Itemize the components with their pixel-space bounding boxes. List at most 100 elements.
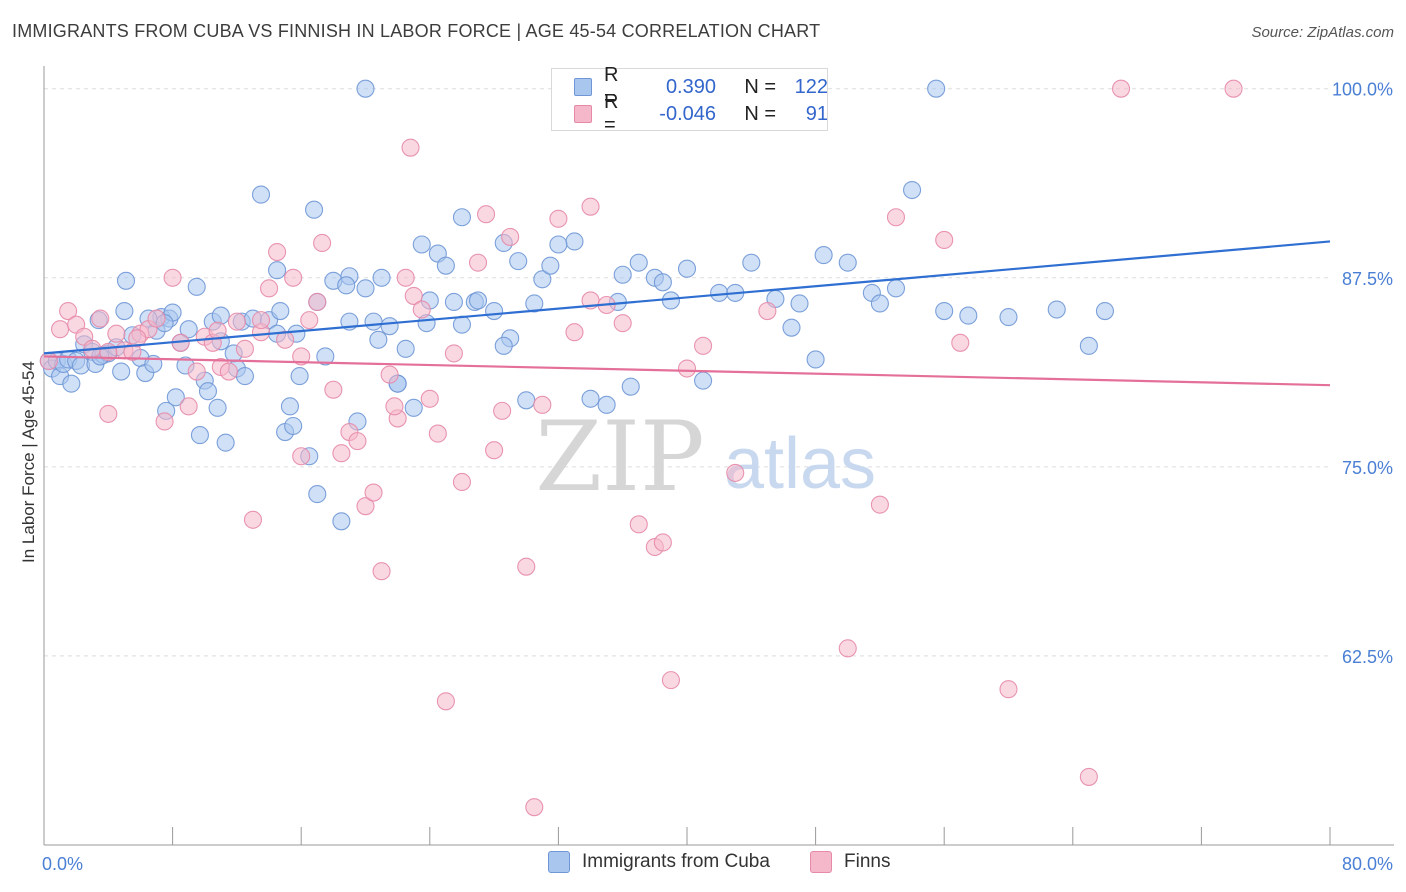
data-point-finns bbox=[613, 314, 632, 333]
legend-n-label: N = bbox=[744, 102, 776, 125]
data-point-finns bbox=[147, 309, 166, 328]
data-point-finns bbox=[380, 365, 399, 384]
data-point-finns bbox=[468, 253, 488, 272]
data-point-cuba bbox=[280, 397, 299, 416]
data-point-cuba bbox=[597, 395, 616, 414]
data-point-finns bbox=[187, 362, 206, 381]
data-point-finns bbox=[372, 562, 391, 581]
data-point-finns bbox=[251, 311, 271, 330]
data-point-finns bbox=[268, 243, 287, 262]
data-point-cuba bbox=[316, 347, 335, 366]
data-point-finns bbox=[694, 336, 713, 355]
bottom-legend-swatch-finns bbox=[810, 851, 832, 873]
watermark-atlas: atlas bbox=[724, 424, 876, 504]
data-point-cuba bbox=[1079, 336, 1098, 355]
data-point-finns bbox=[313, 233, 332, 253]
data-point-finns bbox=[91, 309, 110, 328]
axes bbox=[43, 66, 1394, 846]
legend-row-finns: R = -0.046 N = 91 bbox=[574, 91, 828, 136]
data-point-cuba bbox=[62, 374, 81, 393]
data-point-finns bbox=[356, 497, 375, 516]
data-point-cuba bbox=[187, 277, 206, 296]
bottom-legend-cuba: Immigrants from Cuba bbox=[548, 851, 770, 873]
data-point-cuba bbox=[404, 398, 423, 417]
data-point-cuba bbox=[999, 308, 1018, 327]
bottom-legend-label-finns: Finns bbox=[844, 851, 891, 872]
data-point-finns bbox=[163, 268, 182, 287]
data-point-finns bbox=[935, 230, 954, 250]
data-point-finns bbox=[227, 312, 246, 331]
data-point-cuba bbox=[444, 292, 463, 312]
x-tick-label-min: 0.0% bbox=[42, 854, 83, 874]
trend-line-cuba bbox=[43, 240, 1331, 355]
bottom-legend-swatch-cuba bbox=[548, 851, 570, 873]
data-point-cuba bbox=[305, 200, 324, 219]
legend-swatch-finns bbox=[574, 105, 592, 123]
data-point-finns bbox=[549, 209, 568, 228]
data-point-cuba bbox=[935, 301, 954, 321]
data-point-cuba bbox=[284, 416, 303, 436]
data-point-cuba bbox=[268, 261, 287, 280]
data-point-cuba bbox=[166, 388, 185, 407]
data-point-finns bbox=[259, 279, 279, 298]
legend-n-value: 122 bbox=[794, 75, 828, 98]
data-point-cuba bbox=[468, 291, 488, 310]
data-point-finns bbox=[886, 208, 906, 227]
data-point-cuba bbox=[581, 389, 600, 408]
y-tick-label: 62.5% bbox=[1342, 647, 1393, 667]
x-tick-label-max: 80.0% bbox=[1342, 854, 1393, 874]
data-point-finns bbox=[292, 347, 311, 366]
data-point-cuba bbox=[509, 252, 528, 271]
data-point-cuba bbox=[549, 235, 568, 254]
data-point-cuba bbox=[525, 294, 544, 313]
data-point-finns bbox=[243, 510, 263, 529]
data-point-cuba bbox=[271, 301, 290, 321]
legend-n-label: N = bbox=[744, 75, 776, 98]
data-point-cuba bbox=[870, 294, 889, 313]
stats-legend: R = 0.390 N = 122 R = -0.046 N = 91 bbox=[551, 64, 828, 136]
data-point-finns bbox=[219, 362, 238, 381]
data-point-finns bbox=[292, 447, 311, 466]
data-point-cuba bbox=[380, 317, 399, 336]
data-point-finns bbox=[276, 330, 295, 349]
data-point-cuba bbox=[452, 208, 472, 227]
data-point-finns bbox=[332, 444, 351, 463]
data-point-cuba bbox=[356, 79, 375, 98]
data-point-cuba bbox=[710, 283, 729, 302]
data-point-finns bbox=[179, 397, 198, 416]
data-point-finns bbox=[838, 639, 857, 658]
data-point-cuba bbox=[235, 367, 254, 386]
data-point-cuba bbox=[396, 339, 415, 358]
data-point-finns bbox=[155, 412, 174, 431]
data-point-finns bbox=[364, 483, 383, 502]
tick-labels: 62.5% 75.0% 87.5% 100.0% 0.0% 80.0% bbox=[42, 80, 1393, 874]
data-point-finns bbox=[401, 138, 420, 157]
legend-r-label: R = bbox=[604, 64, 619, 109]
data-point-cuba bbox=[533, 270, 552, 289]
bottom-legend-label-cuba: Immigrants from Cuba bbox=[582, 851, 770, 872]
data-point-cuba bbox=[112, 362, 131, 381]
data-point-finns bbox=[629, 515, 648, 534]
data-point-finns bbox=[107, 324, 126, 343]
data-point-cuba bbox=[208, 398, 227, 417]
data-point-cuba bbox=[216, 433, 235, 452]
data-point-finns bbox=[533, 395, 552, 414]
watermark: ZIP atlas bbox=[535, 401, 876, 513]
data-point-cuba bbox=[190, 426, 209, 445]
data-point-finns bbox=[525, 798, 544, 817]
data-point-finns bbox=[493, 401, 512, 420]
data-point-finns bbox=[565, 323, 584, 342]
data-point-cuba bbox=[372, 268, 391, 287]
data-point-finns bbox=[308, 292, 327, 312]
data-point-finns bbox=[51, 320, 70, 339]
legend-r-value: -0.046 bbox=[659, 102, 716, 125]
data-point-finns bbox=[420, 389, 439, 408]
data-point-cuba bbox=[364, 312, 383, 331]
data-point-finns bbox=[99, 404, 118, 423]
data-point-finns bbox=[999, 680, 1018, 699]
data-point-finns bbox=[39, 351, 58, 371]
data-point-cuba bbox=[902, 180, 922, 200]
legend-r-label: R = bbox=[604, 91, 619, 136]
data-point-finns bbox=[284, 268, 303, 287]
